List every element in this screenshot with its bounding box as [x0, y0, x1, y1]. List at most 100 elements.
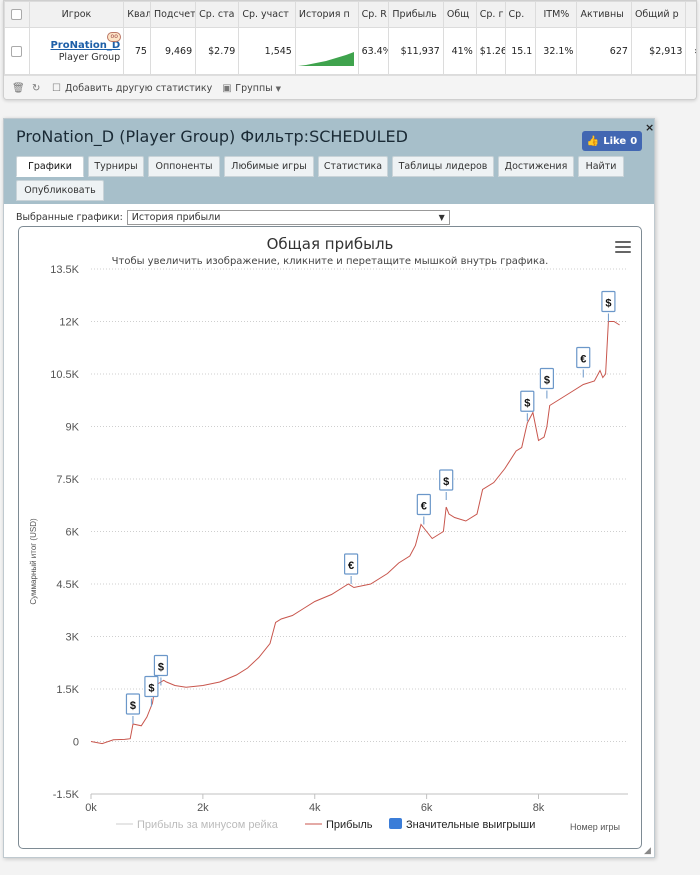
legend-big-win-label: Значительные выигрыши: [406, 819, 535, 831]
big-win-marker: [344, 553, 359, 575]
resize-grip-icon[interactable]: ◢: [644, 846, 651, 856]
column-header-avg-stake[interactable]: Ср. ста: [195, 1, 240, 28]
player-group-label: Player Group: [58, 51, 121, 63]
cell-total-r: $2,913: [630, 27, 687, 75]
cell-total: 41%: [442, 27, 477, 75]
column-header-avg-g[interactable]: Ср. г: [475, 1, 506, 28]
select-all-checkbox-cell[interactable]: [4, 1, 30, 28]
profit-chart[interactable]: -1.5K 0 1.5K 3K 4.5K 6K 7.5K 9K 10.5K 12K 13.5K 0k 2…: [18, 226, 642, 849]
y-tick-label: 9K: [66, 422, 80, 434]
dialog-title: ProNation_D (Player Group) Фильтр:SCHEDU…: [16, 127, 408, 146]
chart-selector-label: Выбранные графики:: [16, 212, 123, 223]
column-header-player[interactable]: Игрок: [28, 1, 125, 28]
row-checkbox-cell[interactable]: [4, 27, 30, 75]
y-tick-label: 0: [73, 737, 79, 749]
trash-icon[interactable]: 🗑: [12, 82, 25, 94]
refresh-icon[interactable]: ↻: [32, 82, 41, 94]
column-header-avg[interactable]: Ср.: [504, 1, 537, 28]
column-header-more[interactable]: [685, 1, 696, 28]
x-axis-label: Номер игры: [570, 822, 620, 832]
x-tick-label: 2k: [197, 802, 209, 814]
y-tick-label: 4.5K: [56, 579, 79, 591]
stats-table: Игрок Квал Подсчет Ср. ста Ср. участ Ист…: [4, 1, 696, 75]
table-row[interactable]: ProNation_D Player Group oo 75 9,469 $2.…: [4, 27, 696, 75]
player-dialog: ProNation_D (Player Group) Фильтр:SCHEDU…: [3, 118, 655, 858]
group-badge-icon: oo: [107, 32, 122, 42]
column-header-profit[interactable]: Прибыль: [388, 1, 444, 28]
column-header-qual[interactable]: Квал: [123, 1, 151, 28]
cell-more[interactable]: »: [685, 27, 696, 75]
stats-table-panel: Игрок Квал Подсчет Ср. ста Ср. участ Ист…: [3, 0, 697, 100]
chart-menu-icon[interactable]: [615, 241, 631, 253]
big-win-marker: [144, 675, 159, 698]
y-tick-label: 10.5K: [50, 369, 79, 381]
legend-rake-label: Прибыль за минусом рейка: [137, 819, 279, 831]
legend-profit-label: Прибыль: [326, 819, 373, 831]
like-label: Like: [603, 135, 627, 147]
y-tick-label: -1.5K: [53, 789, 80, 801]
add-column-icon: ☐: [52, 82, 61, 94]
big-win-marker-label: $: [130, 700, 136, 712]
tab-opponents[interactable]: Оппоненты: [148, 156, 220, 177]
tab-charts[interactable]: Графики: [16, 156, 84, 177]
tab-tournaments[interactable]: Турниры: [88, 156, 144, 177]
tab-leaderboards[interactable]: Таблицы лидеров: [392, 156, 494, 177]
close-icon[interactable]: ×: [645, 121, 655, 134]
big-win-marker-label: $: [605, 298, 611, 310]
tab-favorite-games[interactable]: Любимые игры: [224, 156, 314, 177]
groups-dropdown[interactable]: ▣ Группы ▼: [222, 83, 281, 94]
big-win-marker: [539, 367, 554, 390]
column-header-history[interactable]: История п: [294, 1, 359, 28]
column-header-count[interactable]: Подсчет: [149, 1, 197, 28]
chart-select[interactable]: История прибыли ▼: [126, 210, 450, 225]
y-tick-label: 6K: [66, 527, 80, 539]
column-header-total[interactable]: Общ: [442, 1, 477, 28]
chart-select-value: История прибыли: [131, 212, 221, 223]
row-checkbox[interactable]: [11, 45, 23, 57]
tab-achievements[interactable]: Достижения: [498, 156, 574, 177]
groups-icon: ▣: [222, 82, 232, 94]
profit-sparkline: [297, 52, 354, 66]
select-all-checkbox[interactable]: [11, 9, 23, 20]
y-tick-label: 12K: [59, 317, 79, 329]
big-win-marker-label: $: [158, 662, 164, 674]
facebook-like-button[interactable]: 👍 Like 0: [582, 131, 642, 151]
tab-search[interactable]: Найти: [578, 156, 624, 177]
tab-statistics[interactable]: Статистика: [318, 156, 388, 177]
cell-itm: 32.1%: [535, 27, 578, 75]
cell-avg-entrants: 1,545: [238, 27, 296, 75]
column-header-avg-entrants[interactable]: Ср. участ: [238, 1, 296, 28]
big-win-marker: [439, 469, 454, 491]
column-header-total-r[interactable]: Общий р: [630, 1, 687, 28]
x-tick-label: 4k: [309, 802, 321, 814]
player-cell[interactable]: ProNation_D Player Group oo: [28, 27, 125, 75]
big-win-marker-label: $: [524, 397, 530, 409]
chevron-down-icon: ▼: [275, 84, 282, 93]
column-header-itm[interactable]: ITM%: [535, 1, 578, 28]
big-win-marker-label: €: [421, 501, 427, 513]
tab-publish[interactable]: Опубликовать: [16, 180, 104, 201]
big-win-marker-label: $: [443, 476, 449, 488]
big-win-marker: [125, 693, 141, 715]
cell-avg-roi: 63.4%: [357, 27, 390, 75]
chart-selector-row: Выбранные графики: История прибыли ▼: [16, 210, 450, 225]
column-header-avg-roi[interactable]: Ср. R: [357, 1, 390, 28]
profit-chart-svg[interactable]: -1.5K 0 1.5K 3K 4.5K 6K 7.5K 9K 10.5K 12K 13.5K 0k 2…: [19, 227, 642, 849]
cell-profit: $11,937: [388, 27, 444, 75]
big-win-marker: [153, 654, 169, 677]
big-win-marker: [576, 346, 591, 369]
like-count: 0: [630, 135, 638, 147]
big-win-marker-label: $: [544, 375, 550, 387]
y-tick-label: 13.5K: [50, 264, 79, 276]
big-win-marker-label: €: [348, 560, 354, 572]
cell-qual: 75: [123, 27, 151, 75]
player-name-link[interactable]: ProNation_D: [50, 39, 121, 51]
chart-subtitle: Чтобы увеличить изображение, кликните и …: [111, 256, 549, 267]
column-header-active[interactable]: Активны: [576, 1, 632, 28]
cell-history-sparkline: [294, 27, 359, 75]
cell-avg-stake: $2.79: [195, 27, 240, 75]
y-tick-label: 7.5K: [56, 474, 79, 486]
add-stat-button[interactable]: ☐ Добавить другую статистику: [52, 83, 212, 94]
chart-title: Общая прибыль: [266, 235, 394, 253]
x-tick-label: 8k: [533, 802, 545, 814]
